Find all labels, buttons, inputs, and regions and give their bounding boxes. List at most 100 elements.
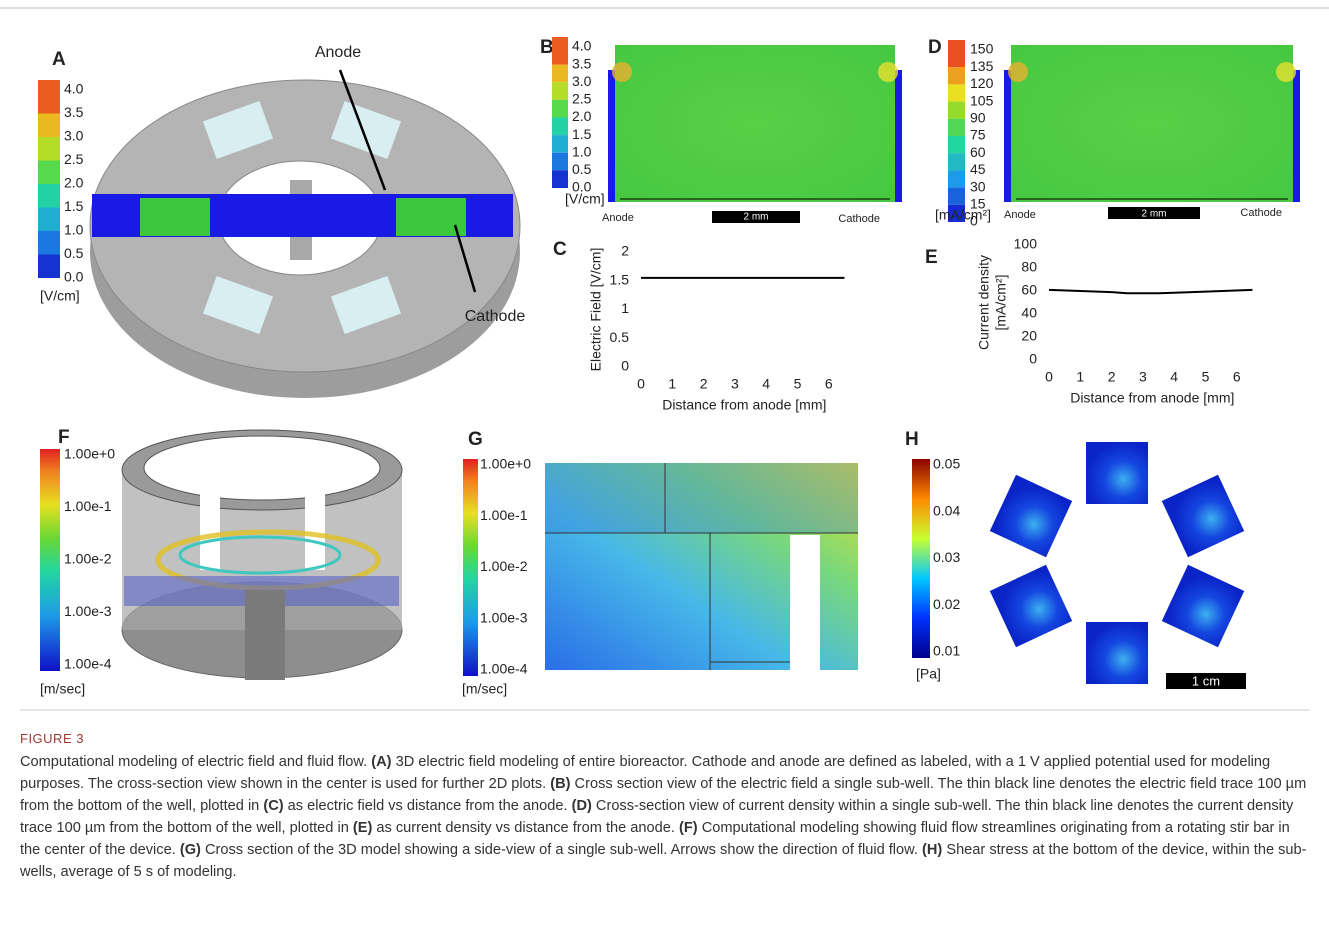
caption-run: Computational modeling of electric field… xyxy=(20,754,371,770)
colorbar-label: 1.00e+0 xyxy=(480,456,531,472)
figure-label: FIGURE 3 xyxy=(20,728,1312,750)
caption-run: (A) xyxy=(371,754,391,770)
scale-label: 2 mm xyxy=(744,212,769,223)
panel-f-model xyxy=(122,430,402,680)
panel-label: A xyxy=(52,49,66,70)
colorbar-unit: [V/cm] xyxy=(565,191,605,207)
panel-label: E xyxy=(925,247,938,268)
colorbar-segment xyxy=(948,67,965,84)
colorbar-label: 1.00e-1 xyxy=(64,498,112,514)
colorbar-segment xyxy=(552,100,568,118)
side-label: Anode xyxy=(602,212,634,224)
colorbar-unit: [m/sec] xyxy=(40,681,85,697)
y-axis-label: Current density xyxy=(976,255,992,350)
panel-label: B xyxy=(540,37,554,58)
data-line xyxy=(1049,290,1252,293)
x-tick-label: 6 xyxy=(1233,369,1241,385)
colorbar-unit: [m/sec] xyxy=(462,681,507,697)
colorbar-label: 1.5 xyxy=(64,198,84,214)
annotation: Anode xyxy=(315,44,361,61)
colorbar-label: 3.0 xyxy=(572,73,592,89)
x-tick-label: 2 xyxy=(700,376,708,392)
colorbar-label: 3.0 xyxy=(64,128,84,144)
colorbar-segment xyxy=(552,153,568,171)
colorbar-segment xyxy=(948,119,965,136)
y-tick-label: 60 xyxy=(1021,282,1037,298)
colorbar xyxy=(40,449,60,671)
colorbar-label: 1.0 xyxy=(64,222,84,238)
colorbar-label: 1.00e-4 xyxy=(480,661,528,677)
colorbar-segment xyxy=(552,135,568,153)
scale-label: 1 cm xyxy=(1192,673,1220,688)
colorbar-label: 0.5 xyxy=(64,245,84,261)
colorbar-label: 45 xyxy=(970,161,986,177)
x-tick-label: 3 xyxy=(731,376,739,392)
colorbar-label: 3.5 xyxy=(572,55,592,71)
caption-run: as electric field vs distance from the a… xyxy=(284,798,572,814)
colorbar-segment xyxy=(38,184,60,208)
colorbar-segment xyxy=(38,255,60,279)
colorbar-segment xyxy=(552,82,568,100)
colorbar-label: 1.00e-2 xyxy=(480,558,528,574)
caption-run: (G) xyxy=(180,842,201,858)
colorbar-label: 1.00e-1 xyxy=(480,507,528,523)
caption-run: (B) xyxy=(550,776,570,792)
colorbar-label: 0.5 xyxy=(572,161,592,177)
panel-g-flow xyxy=(545,463,858,670)
colorbar-label: 0.0 xyxy=(64,269,84,285)
panel-a-model xyxy=(90,70,520,398)
colorbar-segment xyxy=(948,102,965,119)
colorbar-segment xyxy=(552,118,568,136)
caption-text: Computational modeling of electric field… xyxy=(20,751,1312,883)
x-tick-label: 4 xyxy=(1170,369,1178,385)
colorbar-label: 3.5 xyxy=(64,104,84,120)
x-tick-label: 3 xyxy=(1139,369,1147,385)
colorbar xyxy=(463,459,478,676)
colorbar-label: 105 xyxy=(970,92,994,108)
y-tick-label: 100 xyxy=(1014,236,1038,252)
colorbar-label: 150 xyxy=(970,41,994,57)
caption-run: (F) xyxy=(679,820,698,836)
colorbar-segment xyxy=(38,231,60,255)
y-tick-label: 80 xyxy=(1021,259,1037,275)
colorbar-unit: [V/cm] xyxy=(40,288,80,304)
colorbar-segment xyxy=(552,65,568,83)
y-tick-label: 40 xyxy=(1021,305,1037,321)
y-tick-label: 1 xyxy=(621,300,629,316)
colorbar-label: 1.0 xyxy=(572,143,592,159)
panel-b-field xyxy=(608,45,902,223)
caption-run: (C) xyxy=(263,798,283,814)
colorbar-label: 60 xyxy=(970,144,986,160)
x-axis-label: Distance from anode [mm] xyxy=(1070,390,1234,406)
caption-run: (D) xyxy=(572,798,592,814)
panel-label: G xyxy=(468,429,483,450)
y-axis-label: [mA/cm²] xyxy=(993,275,1009,331)
x-tick-label: 2 xyxy=(1108,369,1116,385)
caption: FIGURE 3 Computational modeling of elect… xyxy=(20,728,1312,883)
colorbar-segment xyxy=(948,40,965,67)
y-tick-label: 1.5 xyxy=(610,271,630,287)
colorbar-label: 4.0 xyxy=(572,38,592,54)
colorbar-label: 2.0 xyxy=(572,108,592,124)
colorbar-label: 120 xyxy=(970,75,994,91)
colorbar-segment xyxy=(38,137,60,161)
colorbar-segment xyxy=(948,136,965,153)
x-tick-label: 5 xyxy=(794,376,802,392)
caption-run: (E) xyxy=(353,820,372,836)
colorbar-label: 2.5 xyxy=(572,91,592,107)
colorbar-segment xyxy=(38,80,60,114)
colorbar-label: 0.04 xyxy=(933,502,960,518)
x-tick-label: 5 xyxy=(1202,369,1210,385)
colorbar-label: 1.00e-3 xyxy=(480,609,528,625)
colorbar-label: 2.5 xyxy=(64,151,84,167)
side-label: Anode xyxy=(1004,209,1036,221)
colorbar-segment xyxy=(38,161,60,185)
figure-page: ABDFGH4.03.53.02.52.01.51.00.50.0[V/cm]4… xyxy=(0,0,1329,934)
y-tick-label: 0 xyxy=(1029,351,1037,367)
colorbar-unit: [mA/cm²] xyxy=(935,207,991,223)
colorbar-label: 1.00e+0 xyxy=(64,446,115,462)
side-label: Cathode xyxy=(838,213,880,225)
side-label: Cathode xyxy=(1240,207,1282,219)
colorbar-segment xyxy=(948,170,965,187)
